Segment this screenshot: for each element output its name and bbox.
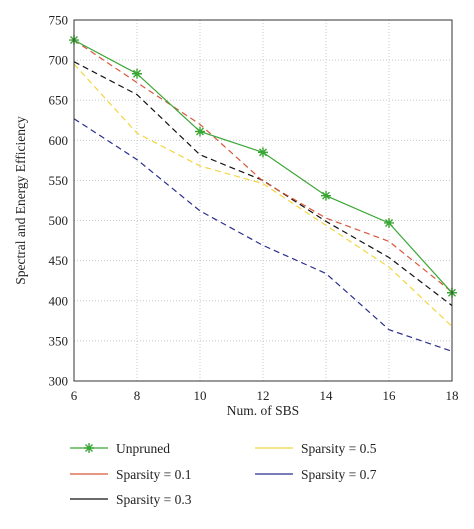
data-point-marker — [321, 190, 331, 201]
y-tick-label: 750 — [49, 13, 69, 28]
x-tick-label: 8 — [134, 388, 141, 403]
x-tick-label: 10 — [194, 388, 207, 403]
y-tick-label: 450 — [49, 253, 69, 268]
x-tick-label: 16 — [383, 388, 397, 403]
data-point-marker — [384, 217, 394, 228]
legend-label: Sparsity = 0.1 — [116, 467, 192, 482]
x-axis-title: Num. of SBS — [227, 403, 299, 418]
y-tick-label: 550 — [49, 173, 69, 188]
x-tick-labels: 6 8 10 12 14 16 18 — [71, 388, 459, 403]
grid — [73, 19, 453, 382]
y-tick-label: 350 — [49, 333, 69, 348]
x-tick-label: 14 — [320, 388, 334, 403]
legend-marker — [84, 443, 94, 453]
series-lines — [69, 35, 457, 352]
y-tick-label: 600 — [49, 133, 69, 148]
x-tick-label: 12 — [257, 388, 270, 403]
data-point-marker — [195, 126, 205, 137]
legend-label: Unpruned — [116, 441, 170, 456]
y-tick-label: 650 — [49, 93, 69, 108]
series-line-sparsity-4 — [73, 118, 453, 352]
y-tick-labels: 300 350 400 450 500 550 600 650 700 750 — [49, 13, 69, 389]
y-tick-label: 300 — [49, 374, 69, 389]
y-tick-label: 700 — [49, 53, 69, 68]
legend: Unpruned Sparsity = 0.1 Sparsity = 0.3 Spar… — [70, 441, 377, 507]
legend-label: Sparsity = 0.7 — [301, 467, 377, 482]
y-tick-label: 500 — [49, 213, 69, 228]
data-point-marker — [258, 147, 268, 158]
series-line-sparsity-1 — [73, 39, 453, 293]
x-tick-label: 18 — [446, 388, 459, 403]
series-line-sparsity-3 — [73, 63, 453, 327]
y-axis-title: Spectral and Energy Efficiency — [13, 116, 28, 285]
series-line-sparsity-2 — [73, 61, 453, 307]
x-tick-label: 6 — [71, 388, 78, 403]
y-tick-label: 400 — [49, 293, 69, 308]
data-point-marker — [132, 68, 142, 79]
plot-frame — [73, 19, 453, 382]
legend-label: Sparsity = 0.3 — [116, 492, 192, 507]
legend-label: Sparsity = 0.5 — [301, 441, 377, 456]
